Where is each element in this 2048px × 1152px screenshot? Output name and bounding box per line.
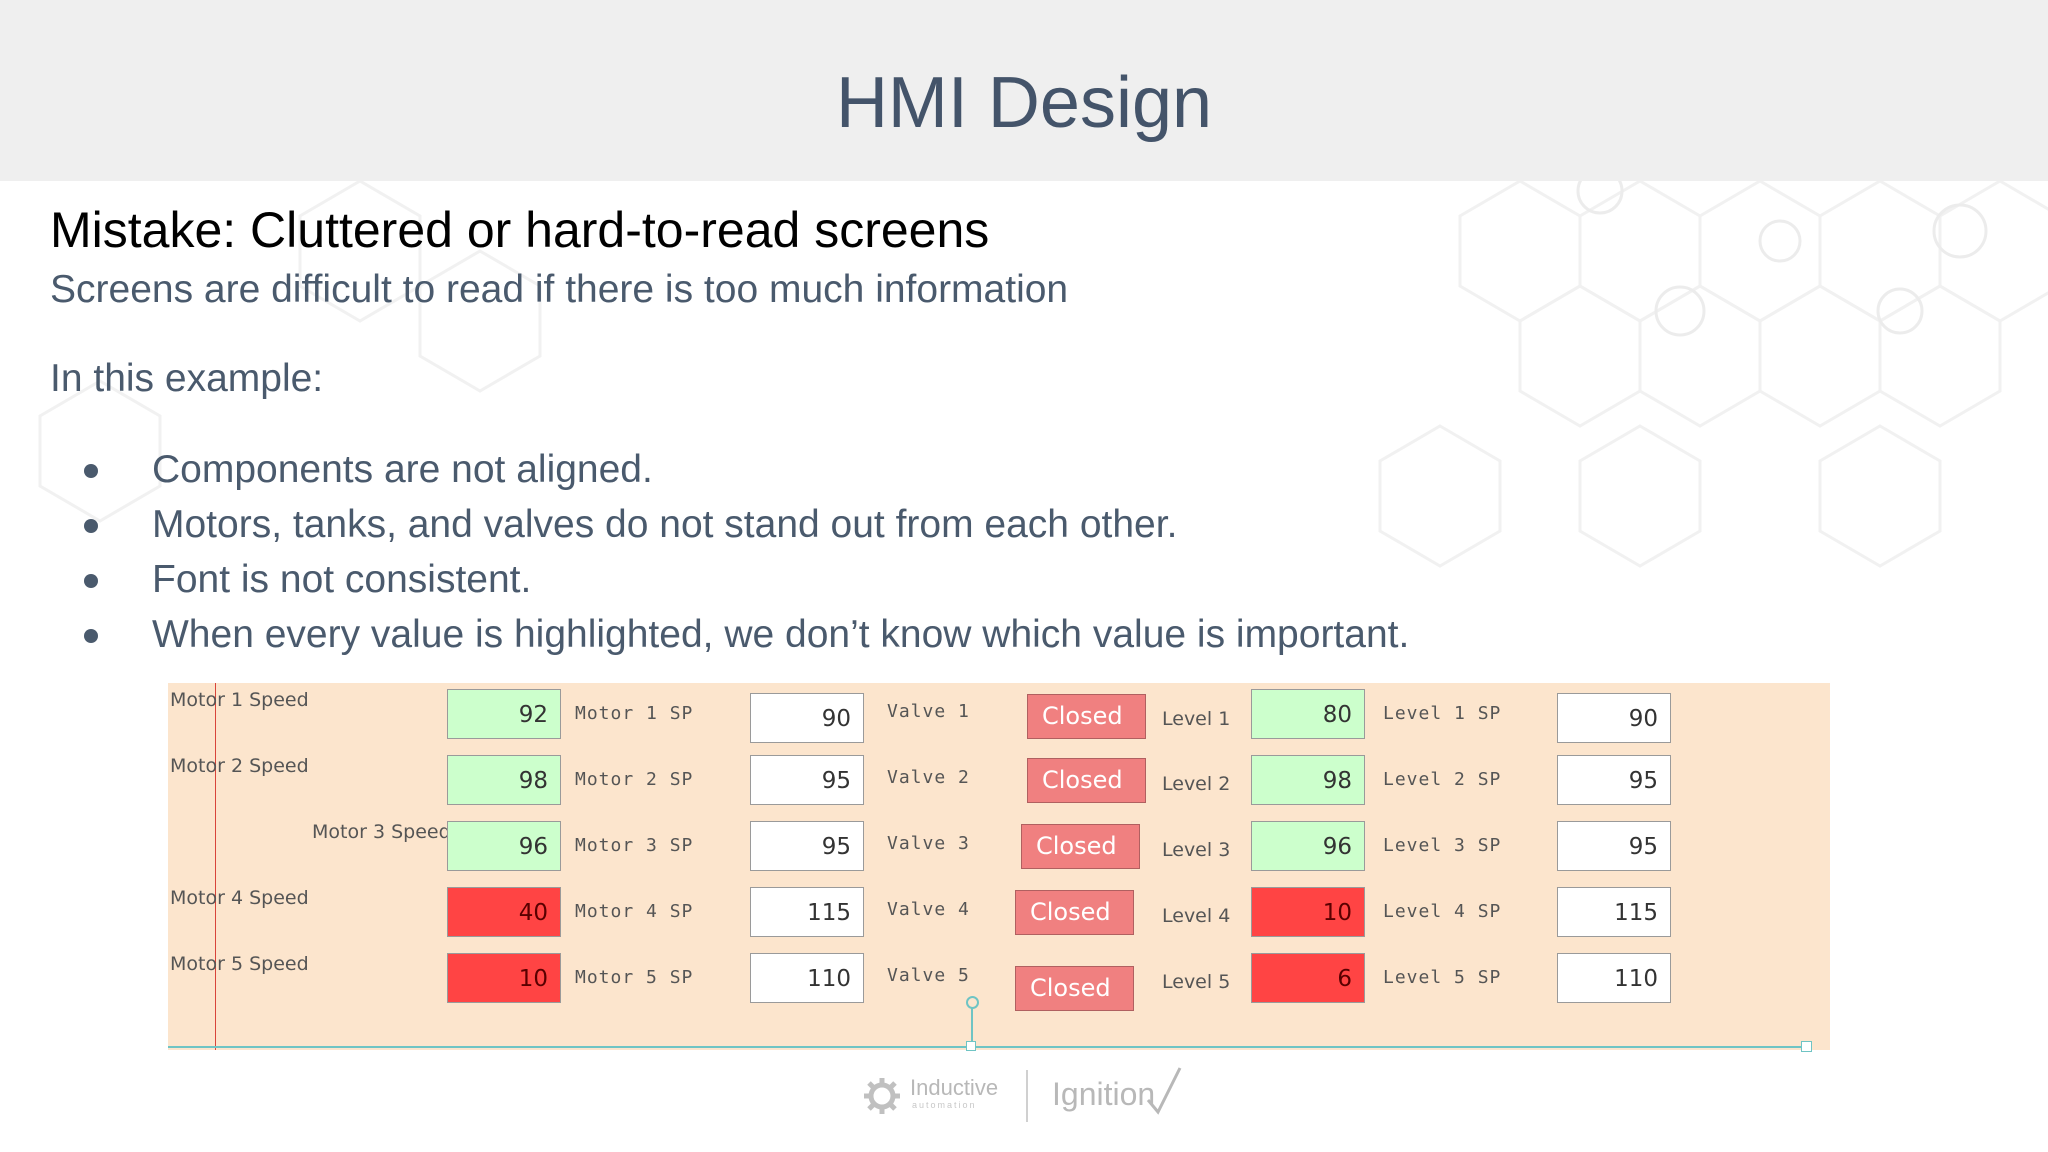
valve-5-label: Valve 5 — [887, 965, 970, 986]
valve-2-label: Valve 2 — [887, 767, 970, 788]
motor-2-sp-label: Motor 2 SP — [575, 769, 694, 790]
motor-1-speed-value: 92 — [447, 689, 561, 739]
motor-5-sp-input[interactable]: 110 — [750, 953, 864, 1003]
resize-handle[interactable] — [966, 1041, 976, 1051]
level-5-sp-label: Level 5 SP — [1383, 967, 1502, 988]
motor-3-speed-label: Motor 3 Speed — [312, 821, 451, 843]
ignition-brand: Ignition — [1052, 1076, 1156, 1112]
bullet-text: Motors, tanks, and valves do not stand o… — [152, 503, 1178, 546]
motor-4-sp-label: Motor 4 SP — [575, 901, 694, 922]
level-4-sp-input[interactable]: 115 — [1557, 887, 1671, 937]
level-2-sp-label: Level 2 SP — [1383, 769, 1502, 790]
alignment-guide-line — [215, 683, 216, 1050]
level-3-value: 96 — [1251, 821, 1365, 871]
motor-1-speed-label: Motor 1 Speed — [170, 689, 309, 711]
level-3-sp-input[interactable]: 95 — [1557, 821, 1671, 871]
level-3-label: Level 3 — [1162, 839, 1231, 861]
level-4-value: 10 — [1251, 887, 1365, 937]
level-2-label: Level 2 — [1162, 773, 1231, 795]
automation-brand: automation — [912, 1100, 977, 1110]
level-5-value: 6 — [1251, 953, 1365, 1003]
level-3-sp-label: Level 3 SP — [1383, 835, 1502, 856]
motor-2-speed-label: Motor 2 Speed — [170, 755, 309, 777]
motor-5-speed-value: 10 — [447, 953, 561, 1003]
motor-3-speed-value: 96 — [447, 821, 561, 871]
valve-5-state[interactable]: Closed — [1015, 966, 1134, 1011]
bullet-item: Font is not consistent. — [82, 552, 1409, 607]
anchor-guide-line — [971, 1004, 973, 1046]
motor-5-speed-label: Motor 5 Speed — [170, 953, 309, 975]
intro-text: In this example: — [50, 357, 324, 400]
motor-3-sp-input[interactable]: 95 — [750, 821, 864, 871]
level-1-sp-label: Level 1 SP — [1383, 703, 1502, 724]
level-1-sp-input[interactable]: 90 — [1557, 693, 1671, 743]
panel-baseline — [168, 1046, 1810, 1048]
valve-3-state[interactable]: Closed — [1021, 824, 1140, 869]
bullet-text: Components are not aligned. — [152, 448, 653, 491]
motor-3-sp-label: Motor 3 SP — [575, 835, 694, 856]
slide-subtitle: Screens are difficult to read if there i… — [50, 268, 1069, 311]
motor-4-sp-input[interactable]: 115 — [750, 887, 864, 937]
checkmark-icon — [1146, 1067, 1182, 1115]
bullet-list: Components are not aligned. Motors, tank… — [82, 442, 1409, 662]
title-bar — [0, 0, 2048, 181]
bullet-dot-icon — [84, 464, 98, 478]
level-5-sp-input[interactable]: 110 — [1557, 953, 1671, 1003]
bullet-item: When every value is highlighted, we don’… — [82, 607, 1409, 662]
motor-4-speed-value: 40 — [447, 887, 561, 937]
mistake-heading: Mistake: Cluttered or hard-to-read scree… — [50, 202, 990, 258]
level-2-value: 98 — [1251, 755, 1365, 805]
motor-2-sp-input[interactable]: 95 — [750, 755, 864, 805]
level-4-sp-label: Level 4 SP — [1383, 901, 1502, 922]
valve-1-state[interactable]: Closed — [1027, 694, 1146, 739]
bullet-item: Components are not aligned. — [82, 442, 1409, 497]
footer-logo: Inductive automation Ignition — [862, 1066, 1182, 1126]
motor-2-speed-value: 98 — [447, 755, 561, 805]
level-5-label: Level 5 — [1162, 971, 1231, 993]
valve-4-label: Valve 4 — [887, 899, 970, 920]
logo-divider — [1026, 1070, 1028, 1122]
valve-1-label: Valve 1 — [887, 701, 970, 722]
valve-3-label: Valve 3 — [887, 833, 970, 854]
level-1-label: Level 1 — [1162, 708, 1231, 730]
anchor-handle[interactable] — [966, 996, 979, 1009]
motor-4-speed-label: Motor 4 Speed — [170, 887, 309, 909]
level-1-value: 80 — [1251, 689, 1365, 739]
bullet-dot-icon — [84, 519, 98, 533]
inductive-brand: Inductive — [910, 1075, 999, 1100]
hmi-panel — [168, 683, 1830, 1050]
motor-5-sp-label: Motor 5 SP — [575, 967, 694, 988]
valve-4-state[interactable]: Closed — [1015, 890, 1134, 935]
bullet-text: When every value is highlighted, we don’… — [152, 613, 1410, 656]
level-2-sp-input[interactable]: 95 — [1557, 755, 1671, 805]
motor-1-sp-label: Motor 1 SP — [575, 703, 694, 724]
level-4-label: Level 4 — [1162, 905, 1231, 927]
bullet-text: Font is not consistent. — [152, 558, 532, 601]
motor-1-sp-input[interactable]: 90 — [750, 693, 864, 743]
gear-icon — [864, 1078, 900, 1114]
bullet-dot-icon — [84, 574, 98, 588]
resize-handle-corner[interactable] — [1801, 1041, 1812, 1052]
slide-title: HMI Design — [835, 63, 1213, 143]
bullet-dot-icon — [84, 629, 98, 643]
valve-2-state[interactable]: Closed — [1027, 758, 1146, 803]
bullet-item: Motors, tanks, and valves do not stand o… — [82, 497, 1409, 552]
